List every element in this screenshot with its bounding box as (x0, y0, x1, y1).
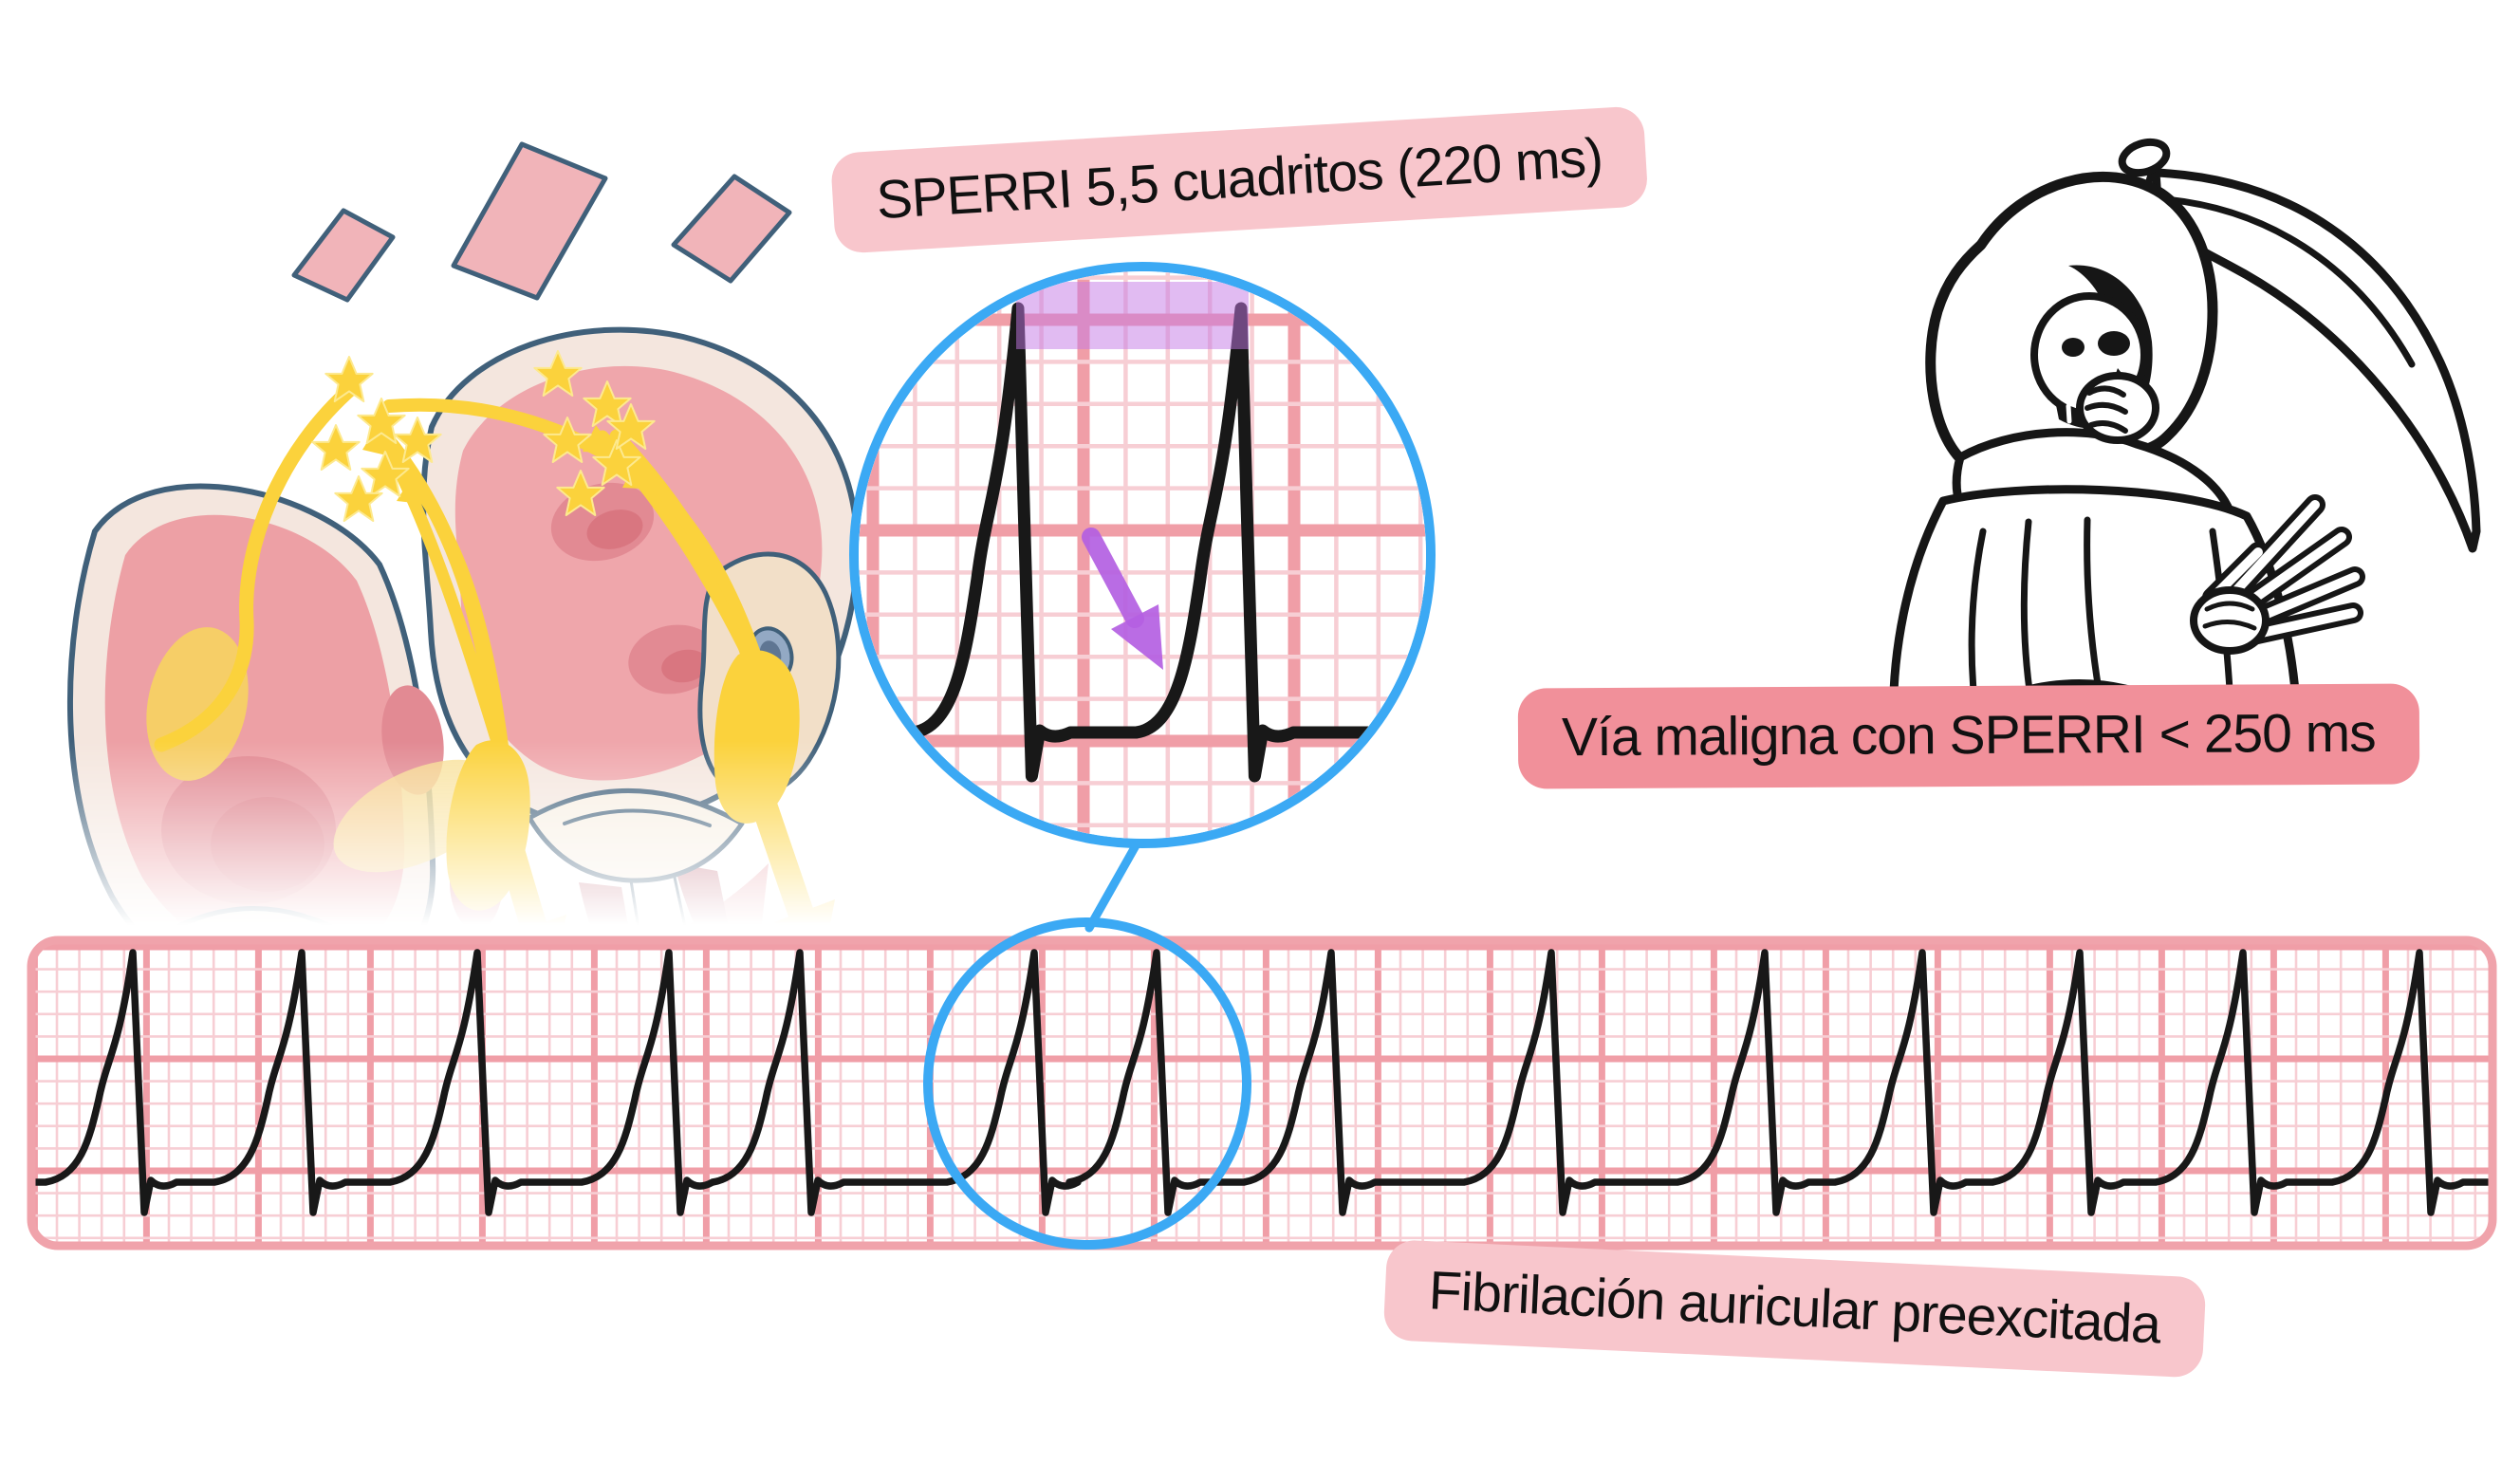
connector-line (1084, 836, 1143, 933)
fist-fingers (2085, 385, 2128, 434)
sperri-interval-band (1016, 282, 1249, 349)
magnified-ecg (859, 271, 1426, 839)
skull-eye-socket (2062, 338, 2085, 357)
heart-cross-section (66, 141, 861, 1144)
scythe-blade-spine (2161, 195, 2416, 368)
ecg-strip (27, 936, 2497, 1250)
vessel-icon (671, 174, 792, 284)
magnifier-circle (849, 262, 1436, 848)
highlight-ellipse-ring (923, 917, 1251, 1250)
vein-ostium (211, 797, 324, 892)
valve-lip (563, 808, 712, 827)
magnifier-connector (1084, 836, 1143, 933)
beat-pair-highlight (923, 917, 1251, 1250)
vein-ostium (586, 509, 643, 549)
fibrillation-foci-stars (311, 350, 656, 522)
heart-illustration (9, 123, 863, 1144)
skeleton-hand-icon (2190, 494, 2365, 655)
vessel-icon (451, 141, 608, 301)
scythe-blade (2151, 168, 2481, 553)
diagnosis-label: Fibrilación auricular preexcitada (1382, 1239, 2207, 1379)
accessory-node-blob (713, 650, 800, 824)
vein-ostium (661, 649, 709, 683)
ventricular-activation-arrows (483, 794, 835, 982)
grim-reaper-icon (1784, 123, 2505, 750)
valve-leaflets (527, 788, 745, 883)
skull-eye-socket (2098, 331, 2130, 356)
scythe-knob (2118, 138, 2171, 177)
malignant-pathway-label: Vía maligna con SPERRI < 250 ms (1517, 683, 2419, 789)
sperri-measurement-label: SPERRI 5,5 cuadritos (220 ms) (829, 105, 1649, 254)
vessel-icon (291, 208, 396, 303)
